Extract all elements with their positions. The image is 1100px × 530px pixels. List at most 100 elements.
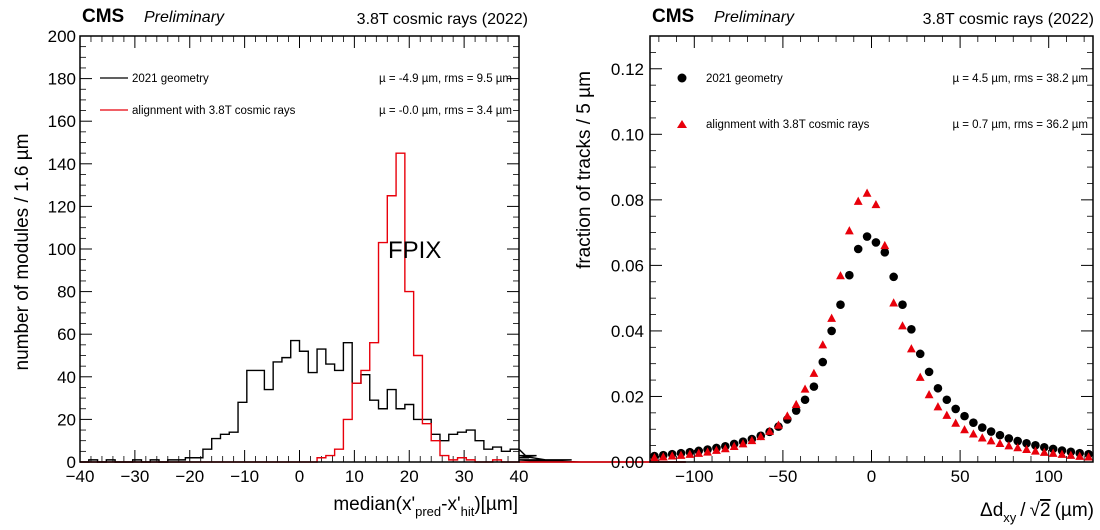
right-x-tick-label: 100 bbox=[1035, 467, 1063, 486]
left-x-tick-label: 20 bbox=[400, 467, 419, 486]
left-x-tick-label: −10 bbox=[230, 467, 259, 486]
point-alignment-cosmics bbox=[960, 425, 969, 434]
right-x-axis-label: Δdxy / √2 (µm) bbox=[980, 500, 1094, 525]
left-y-axis-label: number of modules / 1.6 µm bbox=[12, 134, 33, 371]
left-conditions-label: 3.8T cosmic rays (2022) bbox=[357, 11, 528, 28]
point-alignment-cosmics bbox=[1039, 447, 1049, 456]
point-2021-geometry bbox=[1013, 436, 1022, 446]
point-2021-geometry bbox=[818, 357, 828, 367]
point-alignment-cosmics bbox=[685, 449, 695, 458]
point-alignment-cosmics bbox=[774, 420, 783, 429]
point-alignment-cosmics bbox=[650, 452, 659, 462]
point-alignment-cosmics bbox=[862, 188, 872, 197]
right-panel: CMS Preliminary 3.8T cosmic rays (2022) … bbox=[574, 6, 1094, 525]
right-y-tick-label: 0.10 bbox=[611, 125, 644, 144]
right-cms-label: CMS bbox=[652, 6, 694, 27]
point-alignment-cosmics bbox=[667, 451, 677, 460]
point-alignment-cosmics bbox=[1057, 449, 1067, 458]
point-alignment-cosmics bbox=[1004, 441, 1014, 450]
point-2021-geometry bbox=[942, 395, 952, 405]
point-2021-geometry bbox=[809, 382, 819, 391]
left-preliminary-label: Preliminary bbox=[144, 9, 225, 26]
point-alignment-cosmics bbox=[880, 240, 890, 250]
point-2021-geometry bbox=[1022, 439, 1031, 448]
point-alignment-cosmics bbox=[1048, 448, 1058, 457]
point-alignment-cosmics bbox=[756, 431, 766, 441]
point-alignment-cosmics bbox=[712, 445, 721, 454]
left-panel: CMS Preliminary 3.8T cosmic rays (2022) … bbox=[12, 6, 686, 519]
point-alignment-cosmics bbox=[942, 410, 952, 419]
point-alignment-cosmics bbox=[871, 199, 881, 209]
left-y-tick-label: 200 bbox=[48, 27, 76, 46]
point-alignment-cosmics bbox=[658, 452, 668, 461]
point-alignment-cosmics bbox=[951, 418, 961, 427]
left-y-tick-label: 60 bbox=[57, 325, 76, 344]
point-alignment-cosmics bbox=[809, 368, 819, 377]
right-legend-marker-2021 bbox=[677, 73, 687, 83]
right-markers bbox=[650, 188, 1093, 462]
point-alignment-cosmics bbox=[827, 313, 837, 322]
right-y-tick-label: 0.06 bbox=[611, 256, 644, 275]
point-alignment-cosmics bbox=[782, 411, 792, 420]
right-legend-2021: 2021 geometry bbox=[706, 73, 783, 85]
left-x-tick-label: −40 bbox=[66, 467, 95, 486]
right-legend-stats-alignment: µ = 0.7 µm, rms = 36.2 µm bbox=[952, 119, 1088, 131]
point-alignment-cosmics bbox=[738, 439, 748, 448]
point-2021-geometry bbox=[995, 430, 1005, 440]
left-ticks bbox=[79, 35, 520, 463]
point-2021-geometry bbox=[969, 418, 978, 427]
left-legend-alignment: alignment with 3.8T cosmic rays bbox=[132, 105, 296, 117]
left-x-tick-labels: −40 −30 −20 −10 0 10 20 30 40 bbox=[66, 467, 529, 486]
left-y-tick-label: 0 bbox=[67, 453, 76, 472]
left-x-axis-label: median(x'pred-x'hit)[µm] bbox=[333, 494, 518, 519]
right-conditions-label: 3.8T cosmic rays (2022) bbox=[923, 11, 1094, 28]
point-2021-geometry bbox=[951, 404, 960, 414]
point-alignment-cosmics bbox=[676, 450, 686, 459]
point-2021-geometry bbox=[933, 383, 943, 393]
point-alignment-cosmics bbox=[844, 226, 854, 235]
point-alignment-cosmics bbox=[924, 390, 934, 399]
left-y-tick-labels: 0 20 40 60 80 100 120 140 160 180 200 bbox=[48, 27, 76, 472]
point-alignment-cosmics bbox=[995, 438, 1005, 448]
point-alignment-cosmics bbox=[818, 340, 828, 349]
right-preliminary-label: Preliminary bbox=[714, 9, 795, 26]
right-y-axis-label: fraction of tracks / 5 µm bbox=[574, 71, 595, 269]
right-y-tick-label: 0.08 bbox=[611, 191, 644, 210]
point-alignment-cosmics bbox=[906, 344, 916, 353]
point-2021-geometry bbox=[827, 326, 836, 336]
point-alignment-cosmics bbox=[720, 444, 730, 453]
left-y-tick-label: 160 bbox=[48, 112, 76, 131]
point-alignment-cosmics bbox=[800, 384, 810, 393]
point-alignment-cosmics bbox=[836, 271, 845, 280]
point-alignment-cosmics bbox=[1075, 451, 1085, 460]
left-fpix-annotation: FPIX bbox=[388, 237, 441, 264]
point-alignment-cosmics bbox=[968, 429, 978, 438]
right-y-tick-labels: 0.00 0.02 0.04 0.06 0.08 0.10 0.12 bbox=[611, 60, 644, 472]
right-y-tick-label: 0.12 bbox=[611, 60, 644, 79]
point-alignment-cosmics bbox=[765, 426, 775, 435]
point-2021-geometry bbox=[986, 427, 996, 436]
point-2021-geometry bbox=[1031, 440, 1040, 450]
left-y-tick-label: 140 bbox=[48, 155, 76, 174]
point-alignment-cosmics bbox=[933, 402, 943, 411]
point-2021-geometry bbox=[960, 411, 969, 421]
point-2021-geometry bbox=[791, 406, 801, 415]
point-alignment-cosmics bbox=[1013, 443, 1023, 452]
point-alignment-cosmics bbox=[1031, 446, 1040, 455]
left-legend-2021: 2021 geometry bbox=[132, 73, 209, 85]
right-x-tick-labels: −100 −50 0 50 100 bbox=[675, 467, 1063, 486]
right-legend-alignment: alignment with 3.8T cosmic rays bbox=[706, 119, 870, 131]
left-cms-label: CMS bbox=[82, 6, 124, 27]
point-2021-geometry bbox=[889, 272, 898, 282]
right-y-tick-label: 0.04 bbox=[611, 322, 644, 341]
left-plot-frame bbox=[79, 35, 520, 463]
left-y-tick-label: 40 bbox=[57, 368, 76, 387]
left-y-tick-label: 80 bbox=[57, 283, 76, 302]
point-2021-geometry bbox=[915, 349, 925, 359]
left-y-tick-label: 20 bbox=[57, 410, 76, 429]
point-alignment-cosmics bbox=[853, 196, 863, 205]
point-2021-geometry bbox=[800, 395, 810, 405]
point-2021-geometry bbox=[907, 324, 916, 334]
point-alignment-cosmics bbox=[898, 321, 907, 330]
